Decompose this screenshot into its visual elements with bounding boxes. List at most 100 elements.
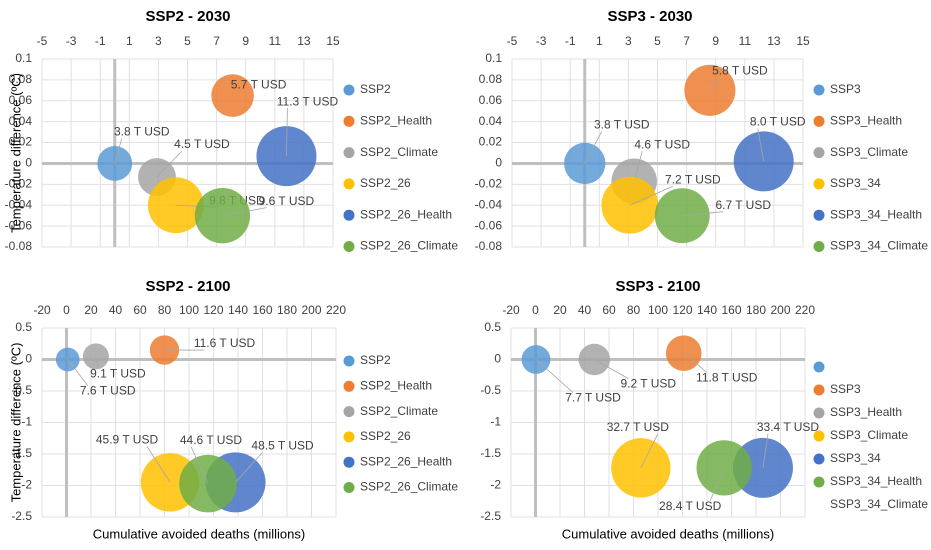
data-label: 11.6 T USD	[194, 336, 256, 350]
legend-label: SSP3_34	[830, 451, 881, 465]
data-label: 8.0 T USD	[750, 115, 806, 129]
x-tick-label: 9	[242, 34, 249, 48]
x-tick-label: 180	[746, 303, 766, 317]
data-label: 11.8 T USD	[696, 370, 758, 384]
y-tick-label: -2	[21, 478, 32, 492]
x-tick-label: 100	[648, 303, 668, 317]
x-tick-label: -5	[37, 34, 48, 48]
x-tick-label: 13	[297, 34, 311, 48]
legend-marker	[343, 178, 355, 190]
legend-label: SSP2_Health	[360, 113, 432, 127]
chart-panel: SSP2 - 2030-5 -3 -1 1 3 5 7 9 11 13 150.10.080.060…	[5, 8, 459, 253]
x-tick-label: 15	[796, 34, 810, 48]
y-tick-label: 0.04	[479, 114, 503, 128]
x-tick-label: -5	[507, 34, 518, 48]
y-tick-label: -0.5	[11, 383, 32, 397]
y-tick-label: -2	[490, 478, 501, 492]
legend-marker	[343, 355, 355, 367]
legend-marker	[813, 384, 825, 396]
leader-line	[709, 467, 725, 502]
y-tick-label: -0.04	[5, 197, 33, 211]
x-tick-label: -20	[502, 303, 520, 317]
x-tick-label: 200	[770, 303, 790, 317]
x-tick-label: 20	[84, 303, 98, 317]
legend-marker	[343, 380, 355, 392]
data-label: 9.1 T USD	[90, 367, 146, 381]
x-tick-label: 15	[326, 34, 340, 48]
x-tick-label: -1	[95, 34, 106, 48]
legend-marker	[813, 476, 825, 488]
legend-marker	[813, 241, 825, 252]
x-tick-label: 0	[63, 303, 70, 317]
leader-line	[584, 131, 603, 164]
leader-line	[146, 446, 171, 483]
legend-label: SSP2_Health	[360, 378, 432, 392]
x-tick-label: -3	[536, 34, 547, 48]
x-tick-label: 13	[767, 34, 781, 48]
bubble	[211, 74, 254, 117]
chart-title: SSP2 - 2030	[145, 8, 230, 25]
bubble	[147, 177, 204, 234]
data-label: 7.7 T USD	[565, 391, 621, 405]
legend-label: SSP2	[360, 82, 391, 96]
y-tick-label: -0.02	[475, 177, 503, 191]
x-tick-label: 1	[126, 34, 133, 48]
legend-label: SSP3	[830, 82, 861, 96]
legend-marker	[813, 361, 825, 373]
data-label: 32.7 T USD	[607, 420, 670, 434]
y-axis-title: Temperature difference (ºC)	[8, 343, 23, 503]
x-tick-label: 40	[578, 303, 592, 317]
data-label: 3.8 T USD	[594, 118, 650, 132]
data-label: 4.6 T USD	[634, 137, 690, 151]
legend-label: SSP2_26	[360, 176, 411, 190]
x-tick-label: 5	[184, 34, 191, 48]
y-tick-label: -1.5	[11, 446, 32, 460]
y-tick-label: -2.5	[11, 509, 32, 523]
x-tick-label: 0	[532, 303, 539, 317]
x-tick-label: 160	[721, 303, 741, 317]
x-tick-label: 220	[795, 303, 815, 317]
bubble	[97, 146, 133, 181]
legend-marker	[343, 241, 355, 252]
y-tick-label: 0.5	[484, 320, 501, 334]
leader-line	[190, 446, 209, 484]
x-tick-label: 140	[228, 303, 248, 317]
chart-panel: SSP3 - 2100-20 0 20 40 60 80 100 120 140 160 180 20…	[480, 278, 928, 541]
legend-label: SSP3_34_Climate	[830, 239, 928, 253]
legend-label: SSP2_26	[360, 429, 411, 443]
data-label: 45.9 T USD	[96, 433, 159, 447]
legend-label: SSP2_26_Climate	[360, 480, 458, 494]
data-label: 48.5 T USD	[251, 439, 314, 453]
chart-title: SSP3 - 2100	[615, 278, 700, 295]
data-label: 11.3 T USD	[277, 94, 339, 108]
chart-title: SSP3 - 2030	[607, 8, 692, 25]
x-tick-label: 220	[326, 303, 346, 317]
x-tick-label: 7	[213, 34, 220, 48]
chart-title: SSP2 - 2100	[145, 278, 230, 295]
x-tick-label: 120	[672, 303, 692, 317]
legend-label: SSP2	[360, 353, 391, 367]
data-label: 9.6 T USD	[259, 194, 315, 208]
x-tick-label: -1	[565, 34, 576, 48]
legend-marker	[813, 147, 825, 159]
y-tick-label: 0.5	[15, 320, 32, 334]
y-axis-title: Temperature difference (ºC)	[8, 73, 23, 233]
legend-marker	[813, 84, 825, 96]
legend-marker	[343, 209, 355, 221]
leader-line	[682, 211, 724, 217]
x-tick-label: 160	[252, 303, 272, 317]
y-tick-label: 0.1	[15, 51, 32, 65]
legend-label: SSP3_34_Health	[830, 474, 922, 488]
y-tick-label: -0.06	[5, 218, 33, 232]
chart-panel: SSP3 - 2030-5 -3 -1 1 3 5 7 9 11 13 150.10.080.060…	[475, 8, 929, 253]
x-tick-label: 60	[133, 303, 147, 317]
x-tick-label: 180	[277, 303, 297, 317]
x-tick-label: 80	[627, 303, 641, 317]
legend-label: SSP3_34_Climate	[830, 497, 928, 511]
x-tick-label: 3	[625, 34, 632, 48]
x-tick-label: 5	[654, 34, 661, 48]
y-tick-label: 0.08	[9, 72, 33, 86]
y-tick-label: 0.02	[479, 135, 503, 149]
x-tick-label: 100	[179, 303, 199, 317]
y-tick-label: 0	[494, 352, 501, 366]
